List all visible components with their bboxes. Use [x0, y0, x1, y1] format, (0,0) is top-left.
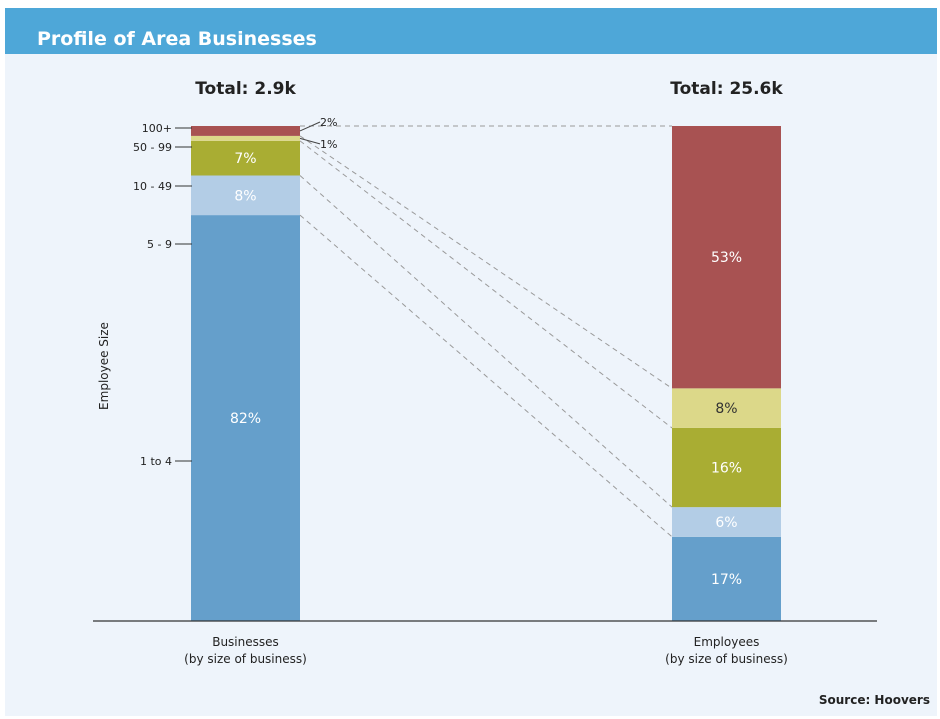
y-axis-label: Employee Size: [97, 322, 111, 410]
connector-line: [299, 175, 673, 508]
size-tick-label: 50 - 99: [133, 141, 172, 154]
connector-line: [299, 214, 673, 538]
size-tick-label: 10 - 49: [133, 180, 172, 193]
bar-segment: [191, 175, 300, 216]
bar-segment: [191, 140, 300, 176]
bar-segment: [672, 507, 781, 537]
bar-segment: [672, 126, 781, 389]
data-label: 1%: [320, 138, 337, 151]
data-label: 8%: [234, 188, 256, 204]
connector-line: [299, 140, 673, 429]
bar-segment: [672, 427, 781, 508]
bar-segment: [672, 536, 781, 621]
data-label: 7%: [234, 151, 256, 167]
size-tick-label: 100+: [142, 122, 172, 135]
data-label: 17%: [711, 572, 742, 588]
source-note: Source: Hoovers: [819, 693, 930, 707]
bar-segment: [191, 215, 300, 621]
data-label: 82%: [230, 411, 261, 427]
data-label: 53%: [711, 250, 742, 266]
bar-segment: [672, 388, 781, 428]
bar-total: Total: 25.6k: [670, 79, 783, 99]
connector-line: [299, 135, 673, 389]
size-tick-label: 1 to 4: [140, 455, 172, 468]
data-label: 6%: [715, 515, 737, 531]
data-label: 2%: [320, 116, 337, 129]
leader-line: [299, 121, 321, 132]
data-label: 16%: [711, 461, 742, 477]
bar-segment: [191, 126, 300, 136]
chart-header: Profile of Area Businesses: [5, 8, 937, 54]
category-label: Businesses (by size of business): [184, 635, 307, 666]
size-tick-label: 5 - 9: [147, 238, 172, 251]
category-label: Employees (by size of business): [665, 635, 788, 666]
bar-segment: [191, 135, 300, 141]
leader-line: [299, 137, 321, 145]
data-label: 8%: [715, 401, 737, 417]
page-title: Profile of Area Businesses: [37, 28, 317, 50]
bar-total: Total: 2.9k: [195, 79, 296, 99]
